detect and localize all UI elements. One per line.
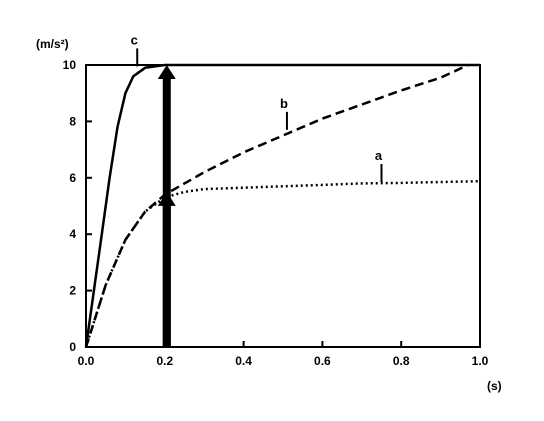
series-line-b xyxy=(84,63,469,348)
series-label-b: b xyxy=(280,96,288,111)
arrow-head xyxy=(157,191,176,206)
series-line-c xyxy=(84,63,480,348)
y-tick-label: 10 xyxy=(63,58,77,72)
y-axis-unit: (m/s²) xyxy=(36,37,69,51)
plot-area: 0.0 0.2 0.4 0.6 0.8 1.0 0 2 4 6 8 10 a b c xyxy=(63,32,489,368)
x-axis-unit: (s) xyxy=(487,379,502,393)
series-label-c: c xyxy=(131,32,138,47)
y-tick-label: 8 xyxy=(69,114,76,128)
x-tick-label: 0.2 xyxy=(156,354,173,368)
x-tick-label: 0.6 xyxy=(314,354,331,368)
y-tick-label: 0 xyxy=(69,340,76,354)
arrow-head xyxy=(157,65,176,79)
series-label-a: a xyxy=(375,148,383,163)
x-tick-label: 0.4 xyxy=(235,354,252,368)
series-line-a xyxy=(84,179,481,348)
x-tick-label: 1.0 xyxy=(472,354,489,368)
y-tick-label: 2 xyxy=(69,284,76,298)
x-tick-label: 0.0 xyxy=(78,354,95,368)
y-tick-label: 6 xyxy=(69,171,76,185)
y-tick-label: 4 xyxy=(69,227,76,241)
x-tick-label: 0.8 xyxy=(393,354,410,368)
arrow-shaft xyxy=(162,203,171,347)
